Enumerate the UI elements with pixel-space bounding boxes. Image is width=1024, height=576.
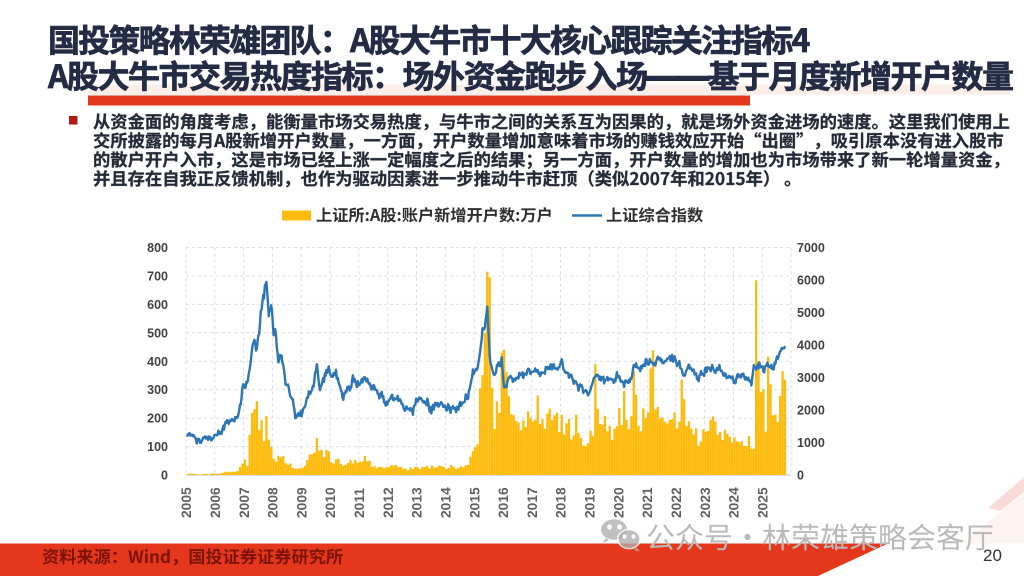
svg-text:2010: 2010 (323, 487, 338, 518)
svg-text:2022: 2022 (669, 487, 684, 518)
svg-text:700: 700 (147, 269, 168, 283)
svg-text:2025: 2025 (755, 487, 770, 518)
svg-text:2024: 2024 (727, 487, 742, 518)
svg-text:2021: 2021 (640, 487, 655, 518)
svg-text:2005: 2005 (179, 487, 194, 518)
svg-text:1000: 1000 (797, 436, 825, 450)
svg-text:2020: 2020 (611, 487, 626, 518)
svg-text:2019: 2019 (583, 487, 598, 518)
svg-text:100: 100 (147, 440, 168, 454)
svg-text:0: 0 (161, 469, 168, 483)
svg-text:2007: 2007 (237, 487, 252, 518)
svg-text:500: 500 (147, 326, 168, 340)
svg-text:2008: 2008 (266, 487, 281, 518)
svg-text:600: 600 (147, 298, 168, 312)
svg-text:2013: 2013 (410, 487, 425, 518)
svg-text:6000: 6000 (797, 274, 825, 288)
svg-text:200: 200 (147, 412, 168, 426)
svg-text:0: 0 (797, 469, 804, 483)
svg-text:7000: 7000 (797, 241, 825, 255)
svg-text:2011: 2011 (352, 488, 367, 518)
svg-text:2006: 2006 (208, 487, 223, 518)
svg-text:2016: 2016 (496, 487, 511, 518)
svg-text:2000: 2000 (797, 404, 825, 418)
svg-text:2017: 2017 (525, 487, 540, 518)
svg-text:800: 800 (147, 241, 168, 255)
svg-text:2023: 2023 (698, 487, 713, 518)
svg-text:20: 20 (983, 546, 1002, 565)
svg-text:2014: 2014 (439, 487, 454, 518)
svg-text:2012: 2012 (381, 487, 396, 518)
svg-text:300: 300 (147, 383, 168, 397)
svg-text:2018: 2018 (554, 487, 569, 518)
svg-text:2015: 2015 (467, 487, 482, 518)
svg-text:4000: 4000 (797, 339, 825, 353)
svg-text:5000: 5000 (797, 306, 825, 320)
svg-text:400: 400 (147, 355, 168, 369)
svg-text:2009: 2009 (294, 487, 309, 518)
svg-text:3000: 3000 (797, 371, 825, 385)
